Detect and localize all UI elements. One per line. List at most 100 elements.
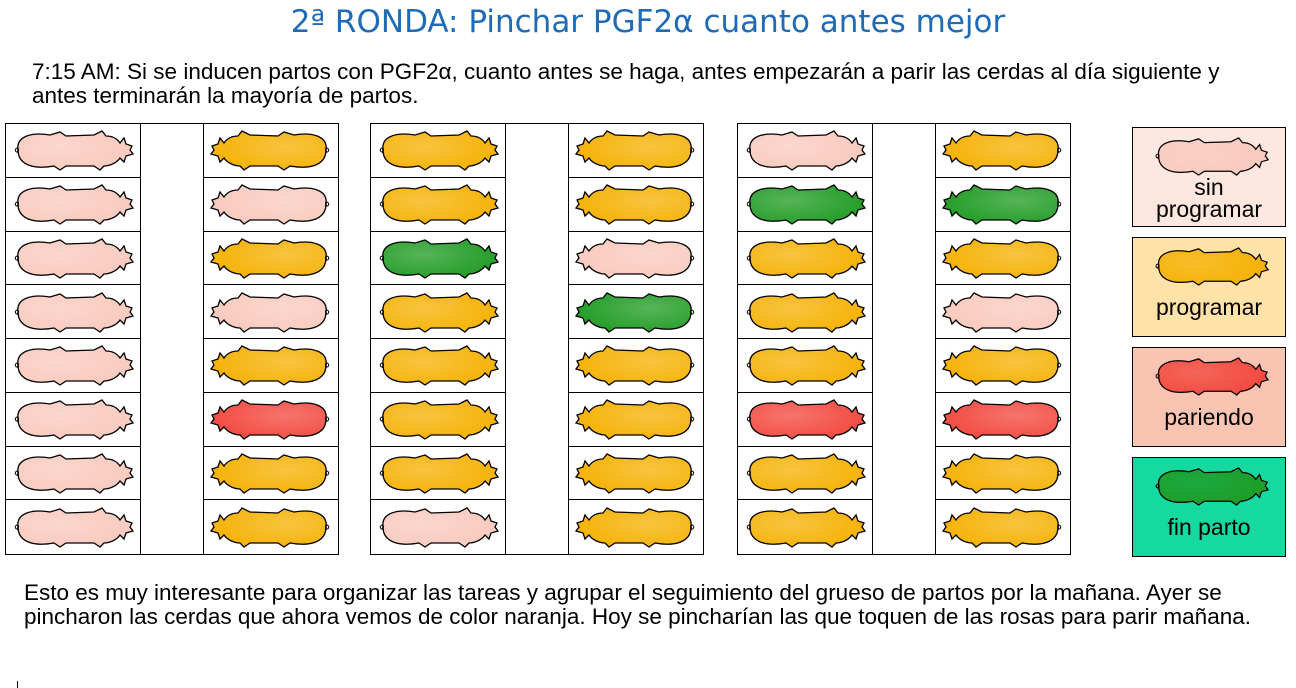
text-cursor-mark xyxy=(17,681,18,688)
sow-unscheduled-icon xyxy=(574,238,695,279)
crate xyxy=(371,447,505,501)
sow-unscheduled-icon xyxy=(14,238,135,279)
crate xyxy=(738,339,872,393)
sow-farrowing-icon xyxy=(1155,357,1270,396)
crate xyxy=(569,285,703,339)
sow-scheduled-icon xyxy=(941,345,1062,387)
sow-scheduled-icon xyxy=(746,238,867,279)
crate xyxy=(738,124,872,178)
crate xyxy=(371,124,505,178)
sow-scheduled-icon xyxy=(574,507,695,548)
legend-label: sin programar xyxy=(1133,174,1285,222)
pen-column-left xyxy=(737,123,873,555)
crate xyxy=(371,500,505,554)
crate xyxy=(738,500,872,554)
sow-scheduled-icon xyxy=(746,291,867,333)
sow-unscheduled-icon xyxy=(14,130,135,172)
legend-label: programar xyxy=(1133,296,1285,319)
crate xyxy=(204,285,338,339)
pen-block-2 xyxy=(370,123,704,555)
intro-text: 7:15 AM: Si se inducen partos con PGF2α,… xyxy=(32,59,1220,108)
sow-unscheduled-icon xyxy=(941,291,1062,333)
sow-finished-icon xyxy=(746,184,867,225)
sow-unscheduled-icon xyxy=(209,291,330,333)
crate xyxy=(204,232,338,286)
sow-farrowing-icon xyxy=(209,399,330,440)
sow-scheduled-icon xyxy=(746,345,867,387)
sow-scheduled-icon xyxy=(574,130,695,172)
crate xyxy=(371,285,505,339)
crate xyxy=(936,178,1070,232)
crate xyxy=(204,124,338,178)
pen-block-3 xyxy=(737,123,1071,555)
sow-scheduled-icon xyxy=(574,453,695,494)
crate xyxy=(204,393,338,447)
legend-label-line: programar xyxy=(1155,196,1263,222)
sow-scheduled-icon xyxy=(574,345,695,387)
sow-unscheduled-icon xyxy=(14,399,135,440)
aisle xyxy=(505,123,568,555)
crate xyxy=(738,285,872,339)
crate xyxy=(204,178,338,232)
sow-scheduled-icon xyxy=(941,453,1062,494)
sow-scheduled-icon xyxy=(209,238,330,279)
crate xyxy=(371,339,505,393)
sow-scheduled-icon xyxy=(209,130,330,172)
crate xyxy=(6,178,140,232)
sow-scheduled-icon xyxy=(941,507,1062,548)
pen-column-left xyxy=(370,123,506,555)
sow-scheduled-icon xyxy=(574,184,695,225)
sow-farrowing-icon xyxy=(746,399,867,440)
legend-label-line: fin parto xyxy=(1167,514,1251,540)
legend-label: pariendo xyxy=(1133,406,1285,429)
crate xyxy=(936,285,1070,339)
sow-finished-icon xyxy=(379,238,500,279)
crate xyxy=(738,178,872,232)
sow-scheduled-icon xyxy=(379,291,500,333)
sow-unscheduled-icon xyxy=(209,184,330,225)
crate xyxy=(569,232,703,286)
crate xyxy=(738,393,872,447)
crate xyxy=(738,447,872,501)
crate xyxy=(936,393,1070,447)
crate xyxy=(6,339,140,393)
sow-farrowing-icon xyxy=(941,399,1062,440)
sow-finished-icon xyxy=(574,291,695,333)
sow-unscheduled-icon xyxy=(379,507,500,548)
crate xyxy=(204,339,338,393)
sow-scheduled-icon xyxy=(941,130,1062,172)
legend-label: fin parto xyxy=(1133,514,1285,540)
pen-block-1 xyxy=(5,123,339,555)
sow-scheduled-icon xyxy=(209,507,330,548)
sow-unscheduled-icon xyxy=(14,453,135,494)
crate xyxy=(936,232,1070,286)
sow-scheduled-icon xyxy=(209,453,330,494)
sow-finished-icon xyxy=(1155,467,1270,506)
crate xyxy=(6,447,140,501)
legend-label-line: sin xyxy=(1194,174,1224,200)
crate xyxy=(371,178,505,232)
crate xyxy=(569,393,703,447)
crate xyxy=(936,339,1070,393)
sow-scheduled-icon xyxy=(746,453,867,494)
pen-column-right xyxy=(203,123,339,555)
crate xyxy=(6,124,140,178)
sow-unscheduled-icon xyxy=(14,291,135,333)
pen-column-right xyxy=(568,123,704,555)
legend-item-sin-programar: sin programar xyxy=(1132,127,1286,227)
crate xyxy=(936,500,1070,554)
footer-text: Esto es muy interesante para organizar l… xyxy=(24,580,1251,629)
crate xyxy=(6,393,140,447)
sow-scheduled-icon xyxy=(941,238,1062,279)
crate xyxy=(371,393,505,447)
sow-scheduled-icon xyxy=(379,453,500,494)
crate xyxy=(204,447,338,501)
aisle xyxy=(872,123,935,555)
crate xyxy=(569,339,703,393)
sow-unscheduled-icon xyxy=(14,184,135,225)
crate xyxy=(6,232,140,286)
sow-scheduled-icon xyxy=(1155,247,1270,286)
legend-item-pariendo: pariendo xyxy=(1132,347,1286,447)
sow-scheduled-icon xyxy=(379,130,500,172)
crate xyxy=(569,447,703,501)
